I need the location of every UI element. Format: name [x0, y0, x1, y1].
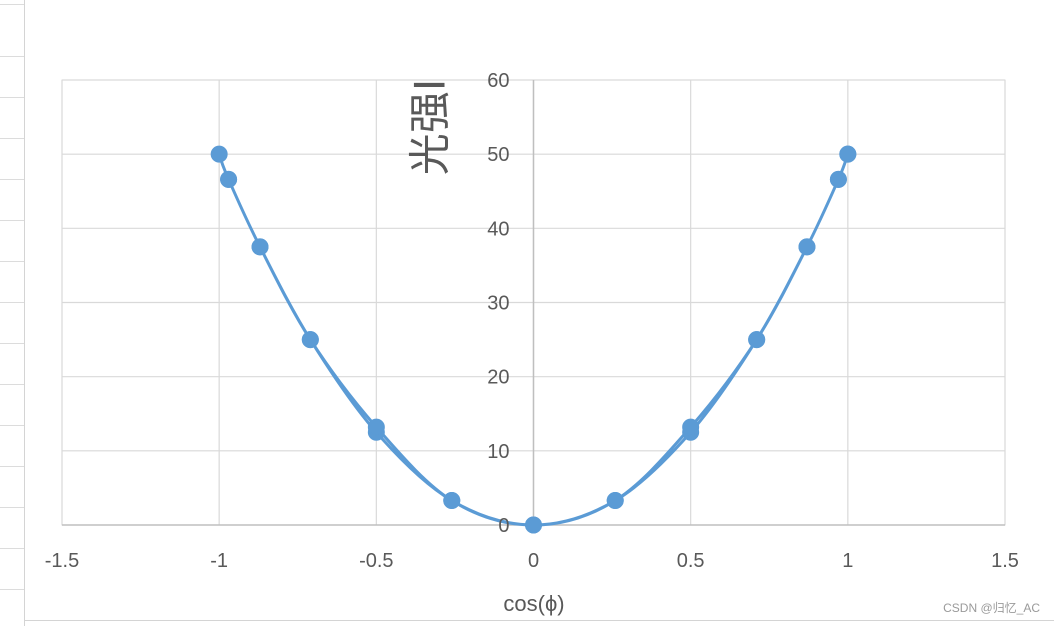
y-tick-label: 20 [487, 367, 509, 389]
x-tick-label: 0 [528, 550, 539, 572]
x-tick-label: 1 [842, 550, 853, 572]
data-point [798, 238, 816, 256]
data-point [210, 145, 228, 163]
x-tick-label: -1.5 [45, 550, 79, 572]
y-tick-labels: 0 10 20 30 40 50 60 [487, 70, 509, 537]
x-axis-title: cos(ϕ) [503, 591, 564, 616]
y-tick-label: 50 [487, 144, 509, 166]
y-tick-label: 10 [487, 441, 509, 463]
data-point [251, 238, 269, 256]
data-point [682, 418, 700, 436]
y-tick-label: 0 [498, 515, 509, 537]
data-point [220, 170, 238, 188]
y-tick-label: 30 [487, 293, 509, 315]
x-tick-label: -1 [210, 550, 228, 572]
data-point [606, 492, 624, 510]
x-tick-label: -0.5 [359, 550, 393, 572]
data-point [829, 170, 847, 188]
x-tick-labels: -1.5 -1 -0.5 0 0.5 1 1.5 [45, 550, 1019, 572]
data-point [525, 516, 542, 534]
y-tick-label: 60 [487, 70, 509, 92]
watermark: CSDN @归忆_AC [943, 601, 1040, 615]
spreadsheet-bottom-edge [24, 620, 1054, 627]
x-tick-label: 1.5 [991, 550, 1019, 572]
spreadsheet-row-edge [0, 0, 25, 626]
chart-area[interactable] [25, 0, 1054, 620]
data-point [839, 145, 857, 163]
data-point [443, 492, 461, 510]
data-point [748, 331, 766, 349]
data-series [210, 145, 857, 534]
x-tick-label: 0.5 [677, 550, 705, 572]
y-axis-title: 光强I [406, 79, 455, 175]
data-point [367, 418, 385, 436]
data-point [301, 331, 319, 349]
y-tick-label: 40 [487, 218, 509, 240]
